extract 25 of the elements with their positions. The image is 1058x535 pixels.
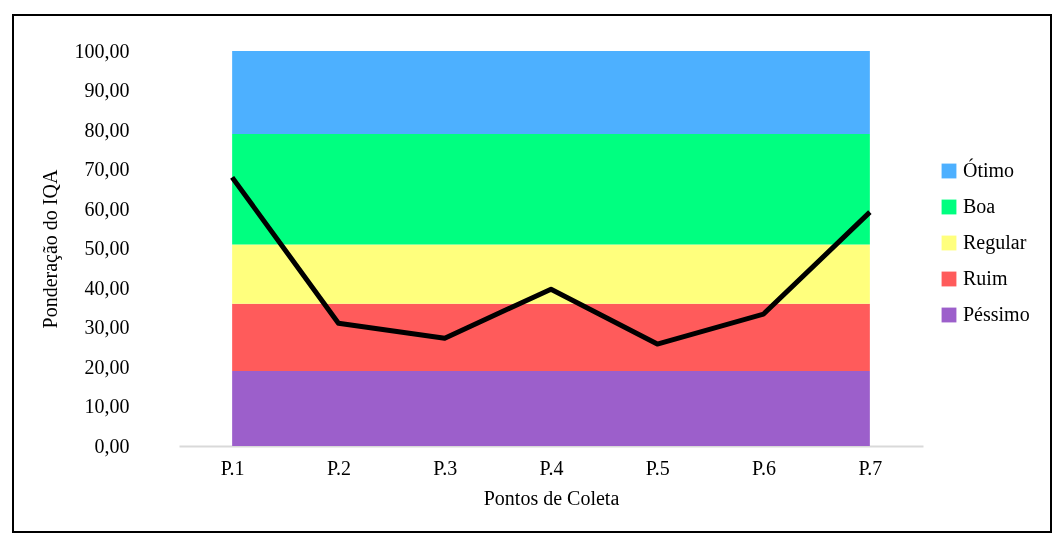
- y-tick-label: 70,00: [84, 158, 130, 180]
- x-tick-label: P.1: [220, 456, 245, 479]
- y-tick-label: 20,00: [84, 355, 130, 378]
- y-tick-label: 0,00: [94, 434, 130, 457]
- x-tick-label: P.7: [858, 456, 883, 479]
- x-tick-label: P.2: [326, 456, 351, 479]
- x-tick-label: P.3: [433, 456, 458, 479]
- y-tick-label: 50,00: [84, 237, 130, 259]
- x-tick-label: P.6: [752, 456, 777, 479]
- y-tick-label: 30,00: [84, 316, 130, 338]
- y-tick-label: 60,00: [84, 197, 130, 220]
- y-tick-label: 90,00: [84, 79, 130, 101]
- y-tick-label: 10,00: [84, 395, 130, 417]
- legend-label: Boa: [963, 195, 996, 217]
- x-tick-label: P.5: [645, 456, 670, 479]
- legend-label: Péssimo: [963, 303, 1030, 325]
- legend-label: Regular: [963, 231, 1027, 254]
- y-tick-label: 40,00: [84, 276, 130, 299]
- legend-label: Ótimo: [963, 158, 1015, 181]
- y-axis-title: Ponderação do IQA: [38, 169, 62, 329]
- legend-label: Ruim: [963, 267, 1008, 289]
- y-tick-label: 80,00: [84, 118, 130, 141]
- x-axis-title: Pontos de Coleta: [483, 486, 620, 509]
- y-tick-label: 100,00: [74, 39, 130, 62]
- x-tick-label: P.4: [539, 456, 564, 479]
